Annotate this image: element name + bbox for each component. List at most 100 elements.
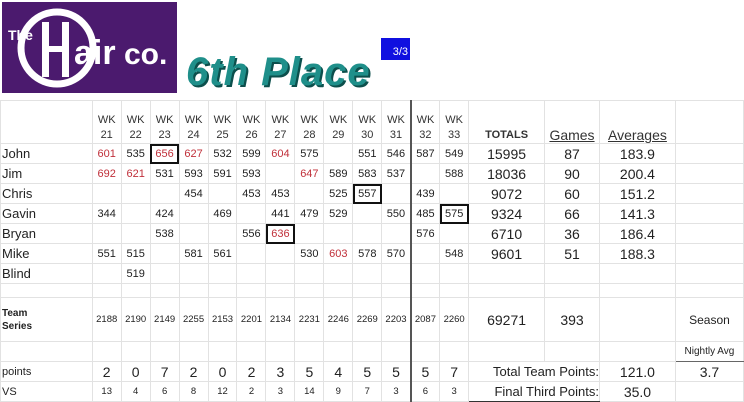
score-cell[interactable]: 469: [207, 203, 238, 224]
empty-cell[interactable]: [544, 283, 600, 298]
empty-cell[interactable]: [410, 283, 441, 298]
score-cell[interactable]: 519: [120, 263, 151, 284]
score-cell[interactable]: 604: [265, 143, 296, 164]
average-cell[interactable]: 188.3: [598, 243, 676, 264]
week-header[interactable]: WK 21: [91, 100, 122, 144]
score-cell[interactable]: [265, 163, 296, 184]
vs-cell[interactable]: 8: [178, 381, 209, 402]
score-cell[interactable]: 621: [120, 163, 151, 184]
team-total[interactable]: 69271: [468, 297, 546, 342]
score-cell[interactable]: 588: [439, 163, 470, 184]
score-cell[interactable]: [120, 203, 151, 224]
empty-cell[interactable]: [468, 341, 546, 362]
score-cell[interactable]: 556: [236, 223, 267, 244]
points-cell[interactable]: 7: [149, 361, 180, 382]
vs-cell[interactable]: 14: [294, 381, 325, 402]
totals-header[interactable]: TOTALS: [468, 100, 546, 144]
series-cell[interactable]: 2203: [381, 297, 412, 342]
games-header[interactable]: Games: [544, 100, 600, 144]
score-cell[interactable]: 591: [207, 163, 238, 184]
vs-cell[interactable]: 2: [236, 381, 267, 402]
score-cell[interactable]: 537: [381, 163, 412, 184]
score-cell[interactable]: 593: [178, 163, 209, 184]
score-cell[interactable]: 344: [91, 203, 122, 224]
score-cell[interactable]: 485: [410, 203, 441, 224]
series-cell[interactable]: 2188: [91, 297, 122, 342]
score-cell[interactable]: 454: [178, 183, 209, 204]
games-cell[interactable]: 87: [544, 143, 600, 164]
score-cell[interactable]: 453: [265, 183, 296, 204]
score-cell[interactable]: 551: [352, 143, 383, 164]
score-cell[interactable]: 581: [178, 243, 209, 264]
score-cell[interactable]: [207, 183, 238, 204]
week-header[interactable]: WK 28: [294, 100, 325, 144]
score-cell[interactable]: 479: [294, 203, 325, 224]
total-cell[interactable]: 6710: [468, 223, 546, 244]
score-cell[interactable]: 583: [352, 163, 383, 184]
empty-cell[interactable]: [323, 341, 354, 362]
series-cell[interactable]: 2190: [120, 297, 151, 342]
series-cell[interactable]: 2134: [265, 297, 296, 342]
player-name[interactable]: John: [0, 143, 93, 164]
score-cell[interactable]: [410, 163, 441, 184]
score-cell[interactable]: [381, 223, 412, 244]
score-cell[interactable]: 538: [149, 223, 180, 244]
empty-cell[interactable]: [598, 283, 676, 298]
series-cell[interactable]: 2153: [207, 297, 238, 342]
score-cell[interactable]: [323, 223, 354, 244]
player-name[interactable]: Jim: [0, 163, 93, 184]
empty-cell[interactable]: [323, 283, 354, 298]
week-header[interactable]: WK 31: [381, 100, 412, 144]
empty-cell[interactable]: [149, 341, 180, 362]
empty-cell[interactable]: [674, 203, 744, 224]
empty-cell[interactable]: [91, 341, 122, 362]
series-cell[interactable]: 2260: [439, 297, 470, 342]
points-cell[interactable]: 5: [294, 361, 325, 382]
week-header[interactable]: WK 27: [265, 100, 296, 144]
score-cell[interactable]: 546: [381, 143, 412, 164]
average-cell[interactable]: 186.4: [598, 223, 676, 244]
points-cell[interactable]: 2: [236, 361, 267, 382]
series-cell[interactable]: 2269: [352, 297, 383, 342]
games-cell[interactable]: 60: [544, 183, 600, 204]
score-cell[interactable]: 548: [439, 243, 470, 264]
score-cell[interactable]: [439, 183, 470, 204]
games-cell[interactable]: 51: [544, 243, 600, 264]
score-cell[interactable]: 557: [352, 183, 383, 204]
player-name[interactable]: Bryan: [0, 223, 93, 244]
week-header[interactable]: WK 25: [207, 100, 238, 144]
score-cell[interactable]: 636: [265, 223, 296, 244]
empty-cell[interactable]: [674, 223, 744, 244]
average-cell[interactable]: 151.2: [598, 183, 676, 204]
empty-cell[interactable]: [674, 243, 744, 264]
score-cell[interactable]: 589: [323, 163, 354, 184]
team-series-label[interactable]: Team Series: [0, 297, 93, 342]
score-cell[interactable]: 550: [381, 203, 412, 224]
average-cell[interactable]: 200.4: [598, 163, 676, 184]
score-cell[interactable]: [149, 263, 180, 284]
games-cell[interactable]: 90: [544, 163, 600, 184]
score-cell[interactable]: 535: [120, 143, 151, 164]
score-cell[interactable]: [178, 203, 209, 224]
final-third-points-label[interactable]: Final Third Points:: [468, 381, 600, 402]
nightly-avg-label[interactable]: Nightly Avg: [674, 341, 744, 362]
score-cell[interactable]: [236, 203, 267, 224]
empty-cell[interactable]: [0, 283, 93, 298]
score-cell[interactable]: 424: [149, 203, 180, 224]
player-name[interactable]: Mike: [0, 243, 93, 264]
series-cell[interactable]: 2246: [323, 297, 354, 342]
points-label[interactable]: points: [0, 361, 93, 382]
empty-cell[interactable]: [178, 283, 209, 298]
empty-cell[interactable]: [149, 283, 180, 298]
score-cell[interactable]: 576: [410, 223, 441, 244]
player-name[interactable]: Gavin: [0, 203, 93, 224]
empty-cell[interactable]: [120, 341, 151, 362]
vs-cell[interactable]: 3: [265, 381, 296, 402]
total-cell[interactable]: 9324: [468, 203, 546, 224]
score-cell[interactable]: [265, 263, 296, 284]
points-cell[interactable]: 4: [323, 361, 354, 382]
player-name[interactable]: Chris: [0, 183, 93, 204]
empty-cell[interactable]: [674, 381, 744, 402]
series-cell[interactable]: 2201: [236, 297, 267, 342]
score-cell[interactable]: 515: [120, 243, 151, 264]
